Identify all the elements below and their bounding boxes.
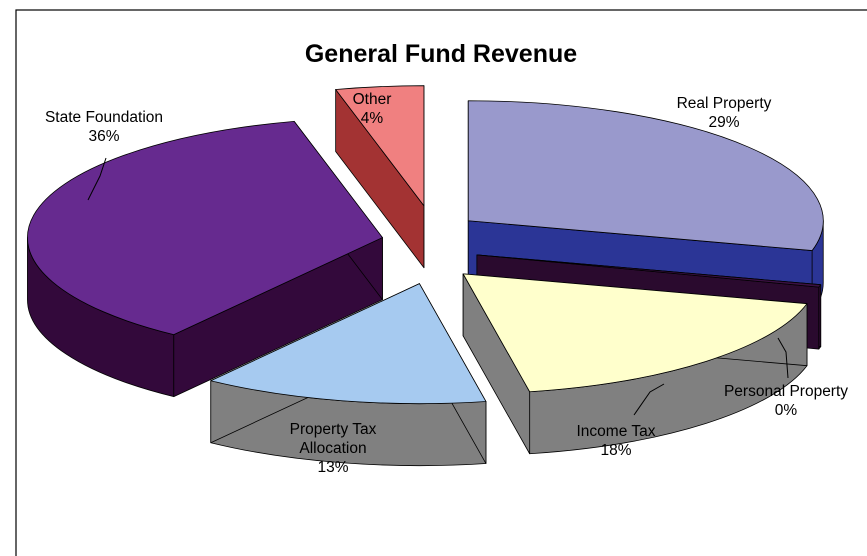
label-real-property: Real Property 29% [677, 95, 772, 131]
label-line-property-tax-allocation: Property Tax [290, 421, 377, 438]
label-line-personal-property: Personal Property [724, 383, 848, 400]
label-line-property-tax-allocation: Allocation [299, 440, 366, 457]
slice-labels: Real Property 29% Personal Property 0% Incom… [45, 91, 848, 476]
leader-line-state-foundation [87, 157, 107, 201]
label-line-real-property: Real Property [677, 95, 772, 112]
label-line-other: Other [353, 91, 392, 108]
slice-property-tax-allocation [210, 283, 487, 405]
data-label-property-tax-allocation: 13% [317, 459, 348, 476]
label-property-tax-allocation: Property Tax Allocation 13% [290, 421, 377, 476]
data-label-personal-property: 0% [775, 402, 798, 419]
slice-other [335, 85, 425, 207]
leader-lines [87, 157, 789, 416]
leader-line-income-tax [633, 383, 665, 416]
slice-state-foundation [27, 120, 383, 336]
pie-slices [27, 85, 824, 467]
label-income-tax: Income Tax 18% [577, 423, 656, 459]
label-state-foundation: State Foundation 36% [45, 109, 163, 145]
data-label-income-tax: 18% [600, 442, 631, 459]
data-label-state-foundation: 36% [88, 128, 119, 145]
chart-title: General Fund Revenue [305, 40, 577, 68]
label-line-income-tax: Income Tax [577, 423, 656, 440]
slice-real-property [467, 100, 824, 251]
label-other: Other 4% [353, 91, 392, 127]
data-label-real-property: 29% [708, 114, 739, 131]
label-personal-property: Personal Property 0% [724, 383, 848, 419]
slice-income-tax [462, 273, 808, 393]
slice-personal-property [476, 254, 822, 288]
label-line-state-foundation: State Foundation [45, 109, 163, 126]
leader-line-personal-property [777, 337, 789, 379]
data-label-other: 4% [361, 110, 384, 127]
